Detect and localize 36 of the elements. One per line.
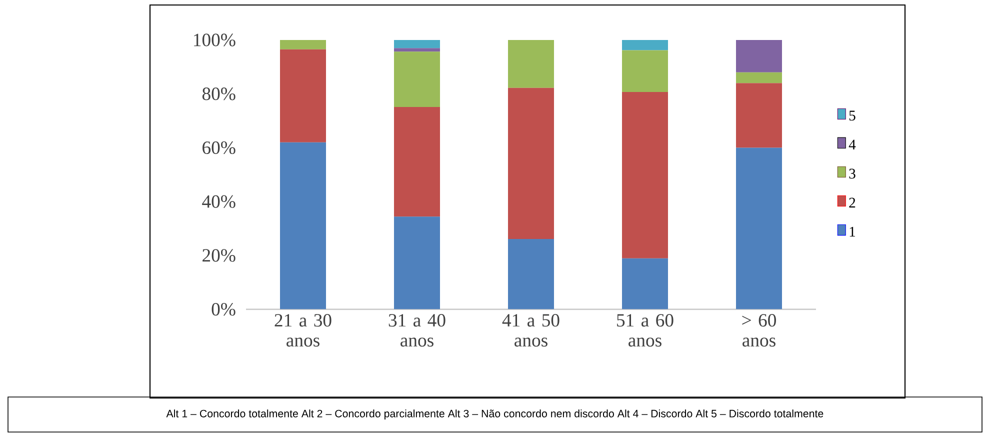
legend-label: 5 bbox=[849, 110, 856, 121]
bar bbox=[280, 40, 326, 50]
bar bbox=[622, 40, 668, 50]
bar bbox=[622, 258, 668, 310]
legend-label: 1 bbox=[850, 226, 856, 236]
y-tick-label: 80% bbox=[202, 88, 236, 100]
x-tick-label: 51 a 60 anos bbox=[617, 314, 674, 347]
bar bbox=[508, 40, 554, 88]
y-tick-label: 40% bbox=[202, 195, 236, 208]
legend-label: 3 bbox=[849, 168, 856, 179]
x-tick-label: 31 a 40 anos bbox=[388, 314, 446, 347]
bar bbox=[394, 216, 440, 310]
x-tick-label: 41 a 50 anos bbox=[502, 314, 560, 347]
bar bbox=[622, 50, 668, 92]
bar bbox=[280, 49, 326, 142]
bar bbox=[736, 40, 782, 72]
y-tick-label: 20% bbox=[202, 249, 236, 262]
legend-label: 4 bbox=[848, 140, 856, 150]
bar bbox=[736, 72, 782, 84]
bar bbox=[508, 239, 554, 310]
x-tick-label: > 60 anos bbox=[742, 314, 776, 347]
bar bbox=[736, 83, 782, 148]
bar bbox=[394, 48, 440, 52]
bar bbox=[280, 142, 326, 310]
bar bbox=[508, 88, 554, 240]
bar bbox=[394, 52, 440, 108]
bar bbox=[736, 148, 782, 310]
x-tick-label: 21 a 30 anos bbox=[274, 314, 332, 347]
text: Alt 1 – Concordo totalmente Alt 2 – Concordo parcialmente Alt 3 – Não concordo nem discordo Alt 4 – Discordo Alt 5 – Discordo totalmente bbox=[166, 410, 824, 420]
y-tick-label: 0% bbox=[212, 302, 236, 316]
bar bbox=[394, 40, 440, 48]
bar bbox=[394, 107, 440, 217]
legend-label: 2 bbox=[849, 198, 856, 208]
y-tick-label: 100% bbox=[194, 34, 236, 46]
bar bbox=[622, 92, 668, 258]
y-tick-label: 60% bbox=[202, 141, 236, 154]
